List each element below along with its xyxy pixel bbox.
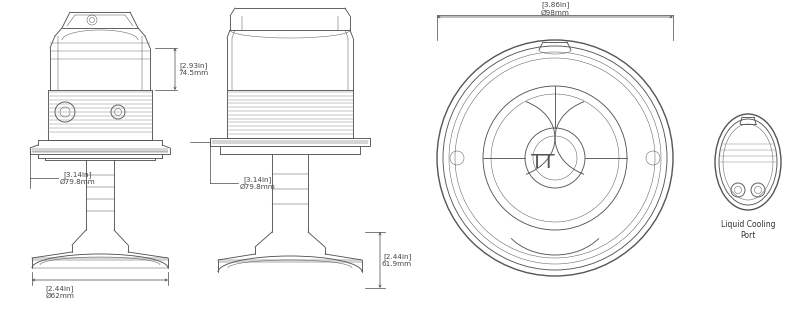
Text: [3.14in]
Ø79.8mm: [3.14in] Ø79.8mm — [60, 171, 96, 185]
Text: [2.44in]
61.9mm: [2.44in] 61.9mm — [382, 253, 412, 267]
Text: [2.93in]
74.5mm: [2.93in] 74.5mm — [178, 62, 208, 76]
Text: TT: TT — [531, 153, 555, 173]
Text: [3.86in]
Ø98mm: [3.86in] Ø98mm — [540, 2, 570, 16]
Text: [3.14in]
Ø79.8mm: [3.14in] Ø79.8mm — [240, 176, 276, 190]
Text: Liquid Cooling
Port: Liquid Cooling Port — [721, 220, 775, 240]
Text: [2.44in]
Ø62mm: [2.44in] Ø62mm — [45, 285, 74, 299]
